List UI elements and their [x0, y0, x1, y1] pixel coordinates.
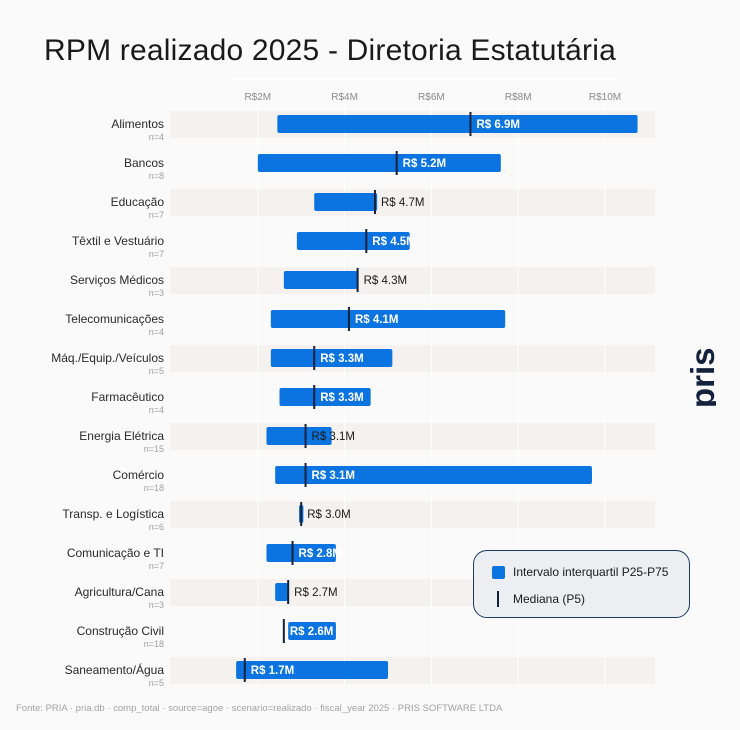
category-label: Construção Civil — [77, 624, 164, 638]
median-value-label: R$ 1.7M — [251, 665, 294, 677]
category-count: n=7 — [149, 249, 164, 259]
median-value-label: R$ 3.1M — [312, 470, 355, 482]
category-count: n=5 — [149, 366, 164, 376]
x-tick-label: R$10M — [589, 92, 621, 103]
iqr-bar — [279, 388, 371, 406]
median-value-label: R$ 5.2M — [403, 158, 446, 170]
iqr-bar — [270, 310, 506, 328]
iqr-bar — [288, 622, 336, 640]
category-count: n=7 — [149, 561, 164, 571]
x-tick-label: R$8M — [505, 92, 532, 103]
pris-logo-text: pris — [686, 347, 716, 408]
iqr-bar — [275, 466, 592, 484]
category-count: n=4 — [149, 132, 164, 142]
category-count: n=18 — [144, 639, 164, 649]
iqr-bar — [257, 154, 501, 172]
iqr-bar — [314, 193, 378, 211]
median-value-label: R$ 2.8M — [299, 548, 342, 560]
category-count: n=8 — [149, 171, 164, 181]
category-label: Comunicação e TI — [67, 546, 164, 560]
legend: Intervalo interquartil P25-P75 Mediana (… — [473, 550, 690, 618]
category-count: n=18 — [144, 483, 164, 493]
median-value-label: R$ 4.3M — [364, 275, 407, 287]
median-tick-icon — [492, 591, 505, 607]
category-count: n=7 — [149, 210, 164, 220]
iqr-bar — [277, 115, 638, 133]
category-label: Telecomunicações — [65, 312, 164, 326]
category-label: Comércio — [113, 468, 165, 482]
x-tick-label: R$2M — [244, 92, 271, 103]
category-count: n=15 — [144, 444, 164, 454]
category-label: Serviços Médicos — [70, 273, 164, 287]
category-label: Transp. e Logística — [62, 507, 164, 521]
page-title: RPM realizado 2025 - Diretoria Estatutár… — [44, 34, 616, 67]
median-value-label: R$ 3.3M — [320, 392, 363, 404]
category-count: n=3 — [149, 288, 164, 298]
median-value-label: R$ 4.7M — [381, 197, 424, 209]
pris-logo: pris — [686, 347, 716, 408]
median-value-label: R$ 2.7M — [294, 587, 337, 599]
x-tick-label: R$6M — [418, 92, 445, 103]
median-value-label: R$ 3.3M — [320, 353, 363, 365]
category-count: n=3 — [149, 600, 164, 610]
row-band — [170, 189, 655, 216]
median-value-label: R$ 6.9M — [476, 119, 519, 131]
category-label: Educação — [111, 195, 165, 209]
median-value-label: R$ 3.0M — [307, 509, 350, 521]
category-label: Têxtil e Vestuário — [72, 234, 164, 248]
legend-item-iqr: Intervalo interquartil P25-P75 — [492, 563, 668, 581]
median-value-label: R$ 2.6M — [290, 626, 333, 638]
category-count: n=5 — [149, 678, 164, 688]
category-label: Energia Elétrica — [79, 429, 164, 443]
category-label: Agricultura/Cana — [75, 585, 165, 599]
title-underline — [234, 78, 614, 80]
median-value-label: R$ 4.1M — [355, 314, 398, 326]
iqr-swatch — [492, 565, 505, 579]
category-label: Alimentos — [111, 117, 164, 131]
median-value-label: R$ 4.5M — [372, 236, 415, 248]
median-value-label: R$ 3.1M — [312, 431, 355, 443]
legend-item-median: Mediana (P5) — [492, 590, 585, 608]
iqr-bar — [296, 232, 410, 250]
row-band — [170, 267, 655, 294]
legend-median-label: Mediana (P5) — [513, 592, 586, 606]
row-band — [170, 423, 655, 450]
category-count: n=4 — [149, 327, 164, 337]
legend-iqr-label: Intervalo interquartil P25-P75 — [513, 565, 669, 579]
category-count: n=4 — [149, 405, 164, 415]
x-tick-label: R$4M — [331, 92, 358, 103]
iqr-bar — [236, 661, 388, 679]
iqr-bar — [270, 349, 393, 367]
iqr-bar — [266, 427, 332, 445]
category-count: n=6 — [149, 522, 164, 532]
category-label: Bancos — [124, 156, 164, 170]
iqr-bar — [283, 271, 358, 289]
iqr-bar — [275, 583, 289, 601]
category-label: Máq./Equip./Veículos — [51, 351, 164, 365]
category-label: Farmacêutico — [91, 390, 164, 404]
footer-source: Fonte: PRIA · pria.db · comp_total · sou… — [16, 703, 503, 714]
row-band — [170, 345, 655, 372]
category-label: Saneamento/Água — [65, 662, 165, 677]
iqr-bar — [266, 544, 336, 562]
row-band — [170, 501, 655, 528]
